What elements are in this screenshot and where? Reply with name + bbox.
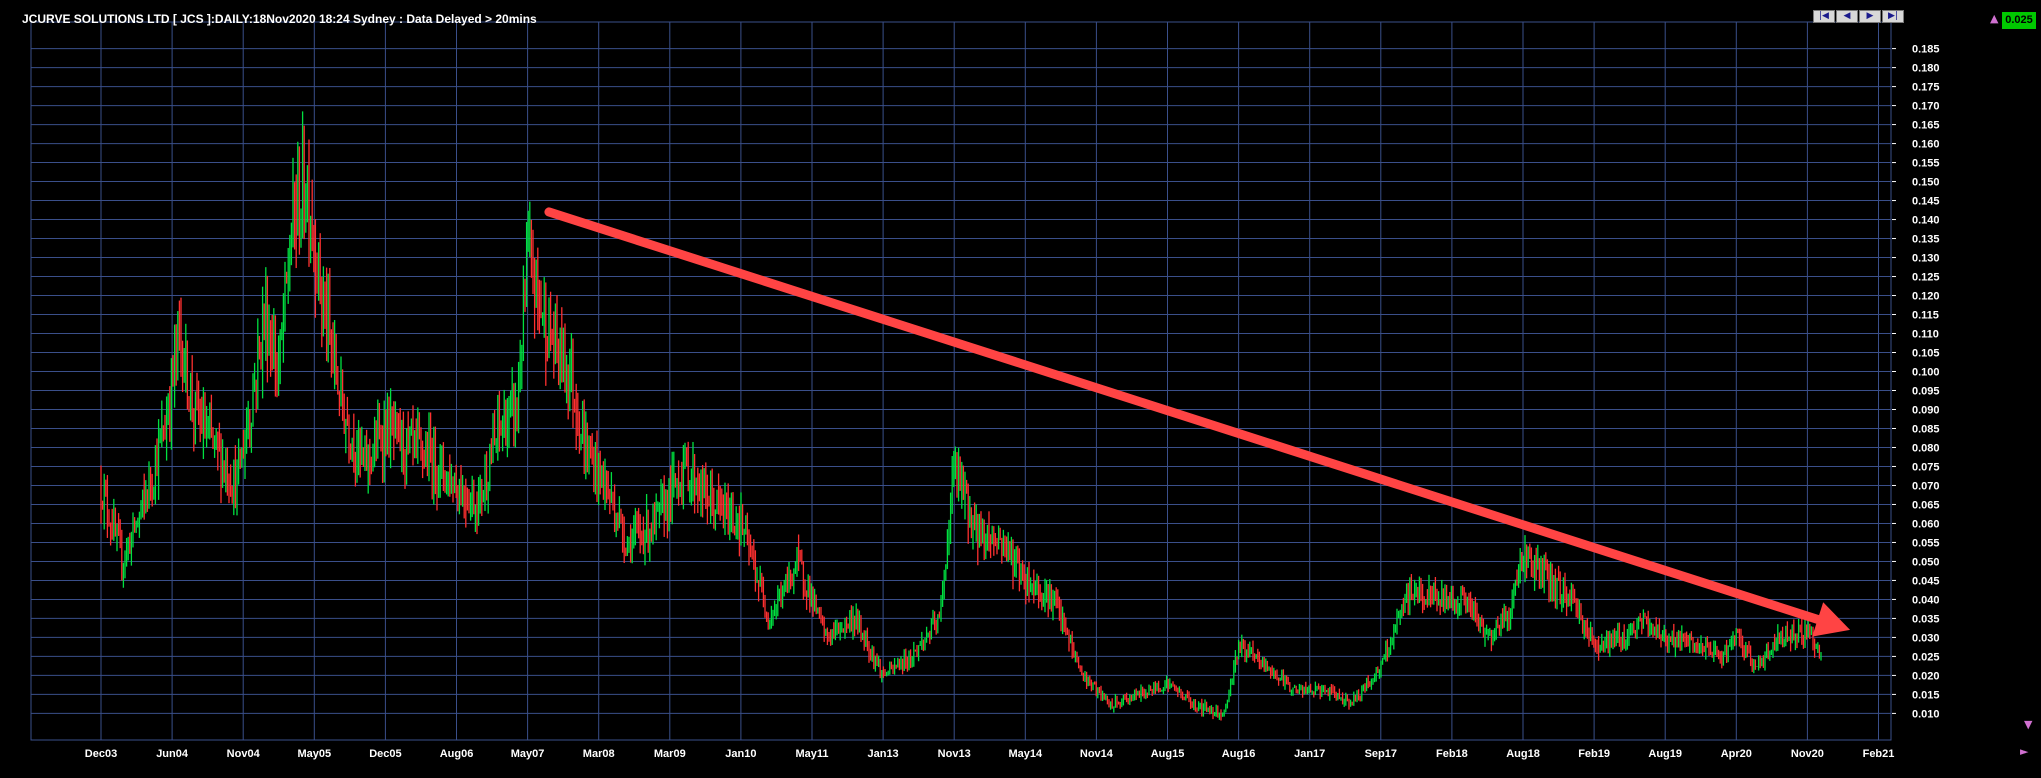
- x-tick-label: Aug16: [1222, 748, 1256, 760]
- x-axis: Dec03 Jun04 Nov04 May05 Dec05 Aug06 May07 Mar08…: [85, 748, 1895, 760]
- scale-up-icon[interactable]: ▲: [1990, 12, 1999, 25]
- x-tick-label: May11: [795, 748, 828, 760]
- x-tick-label: Feb18: [1436, 748, 1468, 760]
- y-tick-label: 0.155: [1912, 158, 1940, 170]
- step-forward-button[interactable]: ▶: [1859, 10, 1881, 23]
- y-tick-label: 0.015: [1912, 689, 1940, 701]
- y-tick-label: 0.040: [1912, 594, 1940, 606]
- y-tick-label: 0.095: [1912, 385, 1940, 397]
- chart-title: JCURVE SOLUTIONS LTD [ JCS ]:DAILY:18Nov…: [22, 12, 537, 26]
- x-tick-label: Jan17: [1294, 748, 1325, 760]
- x-tick-label: Nov13: [938, 748, 971, 760]
- y-tick-label: 0.175: [1912, 82, 1940, 94]
- y-tick-label: 0.050: [1912, 556, 1940, 568]
- scale-down-icon[interactable]: ▼: [2024, 718, 2033, 731]
- skip-last-icon: ▶|: [1888, 11, 1898, 21]
- x-tick-label: Feb19: [1578, 748, 1610, 760]
- skip-first-icon: |◀: [1819, 11, 1829, 21]
- y-tick-label: 0.170: [1912, 101, 1940, 113]
- y-tick-label: 0.080: [1912, 442, 1940, 454]
- x-tick-label: Nov04: [227, 748, 261, 760]
- x-tick-label: Jan10: [725, 748, 756, 760]
- x-tick-label: Nov14: [1080, 748, 1114, 760]
- trend-arrow-head: [1812, 602, 1851, 637]
- x-tick-label: Jan13: [867, 748, 898, 760]
- x-tick-label: Dec03: [85, 748, 117, 760]
- y-tick-label: 0.010: [1912, 708, 1940, 720]
- y-tick-label: 0.150: [1912, 177, 1940, 189]
- y-tick-label: 0.020: [1912, 670, 1940, 682]
- x-tick-label: Sep17: [1365, 748, 1397, 760]
- annotations: [544, 207, 1851, 637]
- step-back-icon: ◀: [1843, 11, 1851, 21]
- y-tick-label: 0.045: [1912, 575, 1940, 587]
- y-tick-label: 0.065: [1912, 499, 1940, 511]
- x-tick-label: May05: [297, 748, 331, 760]
- y-tick-label: 0.120: [1912, 291, 1940, 303]
- scroll-right-icon[interactable]: ►: [2020, 745, 2029, 758]
- x-tick-label: Aug19: [1648, 748, 1682, 760]
- x-tick-label: Aug15: [1151, 748, 1185, 760]
- y-tick-label: 0.185: [1912, 44, 1940, 56]
- plot-frame: [30, 21, 1892, 741]
- x-tick-label: May07: [511, 748, 545, 760]
- x-tick-label: Dec05: [369, 748, 401, 760]
- x-tick-label: Aug06: [440, 748, 474, 760]
- y-tick-label: 0.075: [1912, 461, 1940, 473]
- y-tick-label: 0.160: [1912, 139, 1940, 151]
- y-tick-label: 0.030: [1912, 632, 1940, 644]
- y-tick-label: 0.135: [1912, 234, 1940, 246]
- y-tick-label: 0.165: [1912, 120, 1940, 132]
- y-axis: 0.185 0.180 0.175 0.170 0.165 0.160 0.155 0.150…: [1892, 44, 1940, 720]
- y-tick-label: 0.145: [1912, 196, 1940, 208]
- y-tick-label: 0.125: [1912, 272, 1940, 284]
- x-tick-label: Feb21: [1863, 748, 1895, 760]
- x-tick-label: Nov20: [1791, 748, 1824, 760]
- x-tick-label: Jun04: [156, 748, 189, 760]
- y-tick-label: 0.090: [1912, 404, 1940, 416]
- x-tick-label: Aug18: [1506, 748, 1540, 760]
- last-price-badge: 0.025: [2002, 12, 2036, 29]
- price-bars: [100, 111, 1822, 721]
- x-tick-label: May14: [1008, 748, 1043, 760]
- x-tick-label: Mar09: [654, 748, 686, 760]
- y-tick-label: 0.110: [1912, 329, 1939, 341]
- y-tick-label: 0.180: [1912, 63, 1940, 75]
- y-tick-label: 0.060: [1912, 518, 1940, 530]
- y-tick-label: 0.130: [1912, 253, 1940, 265]
- grid-lines: [31, 22, 1891, 740]
- y-tick-label: 0.035: [1912, 613, 1940, 625]
- y-tick-label: 0.105: [1912, 348, 1940, 360]
- y-tick-label: 0.070: [1912, 480, 1940, 492]
- y-tick-label: 0.025: [1912, 651, 1940, 663]
- step-back-button[interactable]: ◀: [1836, 10, 1858, 23]
- y-tick-label: 0.085: [1912, 423, 1940, 435]
- x-tick-label: Apr20: [1721, 748, 1752, 760]
- step-forward-icon: ▶: [1866, 11, 1874, 21]
- x-tick-label: Mar08: [583, 748, 615, 760]
- y-tick-label: 0.055: [1912, 537, 1940, 549]
- y-tick-label: 0.115: [1912, 310, 1939, 322]
- skip-first-button[interactable]: |◀: [1813, 10, 1835, 23]
- y-tick-label: 0.140: [1912, 215, 1940, 227]
- y-tick-label: 0.100: [1912, 367, 1940, 379]
- trend-arrow-shaft: [544, 207, 1823, 624]
- skip-last-button[interactable]: ▶|: [1882, 10, 1904, 23]
